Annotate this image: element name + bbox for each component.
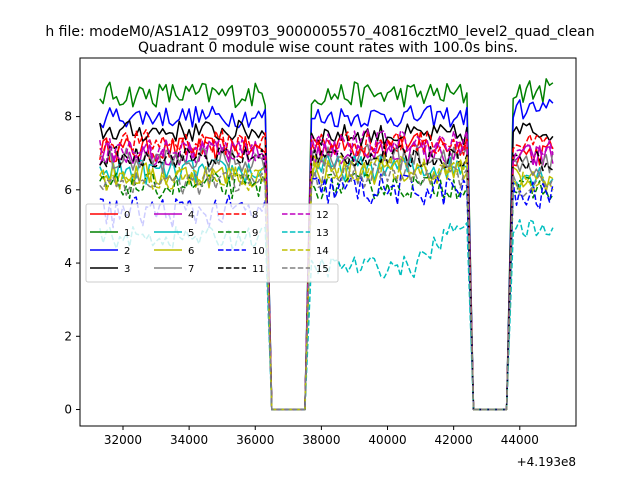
- x-tick-label: 32000: [104, 433, 142, 447]
- x-tick-label: 34000: [170, 433, 208, 447]
- legend-label-10: 10: [252, 246, 265, 257]
- x-axis-offset-text: +4.193e8: [517, 455, 576, 469]
- legend-label-12: 12: [316, 210, 329, 221]
- series-line-8: [99, 129, 554, 411]
- chart-title: Quadrant 0 module wise count rates with …: [138, 40, 518, 56]
- series-line-12: [99, 129, 554, 411]
- series-line-2: [99, 98, 554, 411]
- legend-label-9: 9: [252, 228, 258, 239]
- y-axis: 0 2 4 6 8: [64, 110, 80, 417]
- legend-label-14: 14: [316, 246, 329, 257]
- legend-label-7: 7: [188, 264, 194, 275]
- legend-label-13: 13: [316, 228, 329, 239]
- x-tick-label: 38000: [302, 433, 340, 447]
- series-line-15: [99, 161, 554, 411]
- series-line-1: [99, 78, 554, 411]
- y-tick-label: 2: [64, 329, 72, 343]
- y-tick-label: 6: [64, 183, 72, 197]
- series-line-3: [99, 119, 554, 411]
- series-line-9: [99, 172, 554, 411]
- legend-label-11: 11: [252, 264, 265, 275]
- y-tick-label: 8: [64, 110, 72, 124]
- x-tick-label: 44000: [501, 433, 539, 447]
- y-tick-label: 4: [64, 256, 72, 270]
- axes-frame: [79, 57, 577, 427]
- legend-label-6: 6: [188, 246, 194, 257]
- legend-label-3: 3: [124, 264, 130, 275]
- legend-label-15: 15: [316, 264, 329, 275]
- x-axis: 32000 34000 36000 38000 40000 42000 44000: [104, 426, 539, 447]
- y-tick-label: 0: [64, 403, 72, 417]
- legend-label-4: 4: [188, 210, 194, 221]
- x-tick-label: 40000: [368, 433, 406, 447]
- x-tick-label: 36000: [236, 433, 274, 447]
- legend-label-0: 0: [124, 210, 130, 221]
- x-tick-label: 42000: [435, 433, 473, 447]
- figure-suptitle: h file: modeM0/AS1A12_099T03_9000005570_…: [45, 24, 594, 40]
- legend-label-8: 8: [252, 210, 258, 221]
- legend-label-1: 1: [124, 228, 130, 239]
- legend-label-2: 2: [124, 246, 130, 257]
- legend-box: [85, 203, 339, 283]
- series-line-14: [99, 154, 554, 411]
- series-line-11: [99, 145, 554, 411]
- series-layer: [99, 78, 554, 411]
- legend-label-5: 5: [188, 228, 194, 239]
- series-line-10: [99, 173, 554, 411]
